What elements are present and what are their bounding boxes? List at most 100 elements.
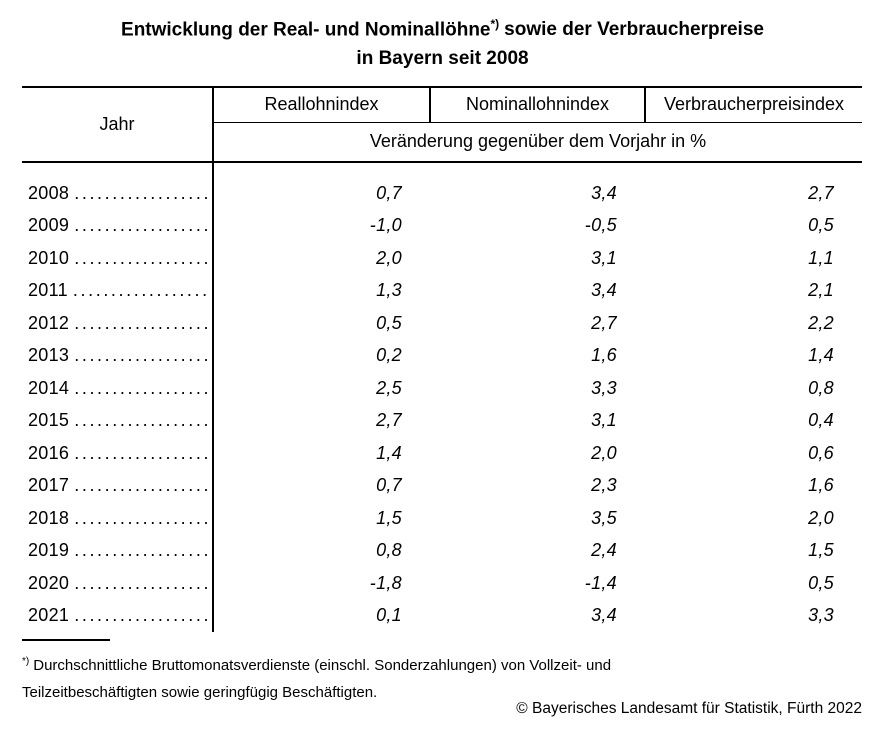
value-reallohnindex: 2,7 xyxy=(376,410,402,431)
table-row: 2010 2,0 3,1 1,1 xyxy=(22,242,862,275)
dotted-leader xyxy=(74,248,208,269)
table-row: 2016 1,4 2,0 0,6 xyxy=(22,437,862,470)
value-reallohnindex: 0,7 xyxy=(376,182,402,203)
value-verbraucherpreisindex: 2,1 xyxy=(808,280,834,301)
year-cell: 2014 xyxy=(22,372,214,405)
value-verbraucherpreisindex: 2,7 xyxy=(808,182,834,203)
value-reallohnindex: 2,0 xyxy=(376,247,402,268)
year-label: 2018 xyxy=(28,507,70,528)
value-verbraucherpreisindex: 0,5 xyxy=(808,572,834,593)
table-row: 2018 1,5 3,5 2,0 xyxy=(22,502,862,535)
dotted-leader xyxy=(74,345,208,366)
column-header-verbraucherpreisindex: Verbraucherpreisindex xyxy=(645,87,862,123)
table-row: 2021 0,1 3,4 3,3 xyxy=(22,599,862,632)
year-cell: 2020 xyxy=(22,567,214,600)
value-nominallohnindex: -1,4 xyxy=(584,572,617,593)
value-reallohnindex: 0,2 xyxy=(376,345,402,366)
year-cell: 2009 xyxy=(22,209,214,242)
value-reallohnindex: 2,5 xyxy=(376,377,402,398)
year-label: 2008 xyxy=(28,182,70,203)
value-verbraucherpreisindex: 0,8 xyxy=(808,377,834,398)
dotted-leader xyxy=(74,378,208,399)
value-nominallohnindex: 3,3 xyxy=(591,377,617,398)
year-label: 2017 xyxy=(28,475,70,496)
value-verbraucherpreisindex: 0,5 xyxy=(808,215,834,236)
year-label: 2009 xyxy=(28,215,70,236)
column-header-reallohnindex: Reallohnindex xyxy=(213,87,431,123)
value-verbraucherpreisindex: 1,5 xyxy=(808,540,834,561)
table-header: Jahr Reallohnindex Nominallohnindex Verb… xyxy=(22,87,862,163)
value-reallohnindex: 1,4 xyxy=(376,442,402,463)
year-label: 2013 xyxy=(28,345,70,366)
value-verbraucherpreisindex: 1,4 xyxy=(808,345,834,366)
value-nominallohnindex: 3,5 xyxy=(591,507,617,528)
footnote-marker: *) xyxy=(22,656,30,667)
table-row: 2017 0,7 2,3 1,6 xyxy=(22,469,862,502)
value-nominallohnindex: 3,4 xyxy=(591,605,617,626)
column-header-nominallohnindex: Nominallohnindex xyxy=(430,87,646,123)
value-verbraucherpreisindex: 1,1 xyxy=(808,247,834,268)
value-nominallohnindex: 1,6 xyxy=(591,345,617,366)
year-cell: 2012 xyxy=(22,307,214,340)
value-verbraucherpreisindex: 2,0 xyxy=(808,507,834,528)
footnote-line1: *) Durchschnittliche Bruttomonatsverdiens… xyxy=(22,649,722,680)
value-reallohnindex: 0,1 xyxy=(376,605,402,626)
table-row: 2013 0,2 1,6 1,4 xyxy=(22,339,862,372)
table-row: 2009 -1,0 -0,5 0,5 xyxy=(22,209,862,242)
year-cell: 2017 xyxy=(22,469,214,502)
dotted-leader xyxy=(74,605,208,626)
table-body: 2008 0,7 3,4 2,7 2009 -1,0 -0,5 0,5 2010… xyxy=(22,162,862,632)
value-nominallohnindex: 2,4 xyxy=(591,540,617,561)
year-label: 2010 xyxy=(28,247,70,268)
value-nominallohnindex: 3,1 xyxy=(591,247,617,268)
value-reallohnindex: 0,7 xyxy=(376,475,402,496)
value-verbraucherpreisindex: 1,6 xyxy=(808,475,834,496)
title-line1: Entwicklung der Real- und Nominallöhne*)… xyxy=(0,10,885,44)
page-title: Entwicklung der Real- und Nominallöhne*)… xyxy=(0,10,885,73)
table-row: 2008 0,7 3,4 2,7 xyxy=(22,177,862,210)
year-label: 2016 xyxy=(28,442,70,463)
year-column-header: Jahr xyxy=(22,87,214,163)
dotted-leader xyxy=(74,183,208,204)
year-cell: 2010 xyxy=(22,242,214,275)
value-nominallohnindex: 2,0 xyxy=(591,442,617,463)
value-verbraucherpreisindex: 0,4 xyxy=(808,410,834,431)
footnote-line1-text: Durchschnittliche Bruttomonatsverdienste… xyxy=(33,657,612,674)
year-label: 2014 xyxy=(28,377,70,398)
year-cell: 2011 xyxy=(22,274,214,307)
title-line1-cont: sowie der Verbraucherpreise xyxy=(504,19,764,41)
year-label: 2021 xyxy=(28,605,70,626)
footnote: *) Durchschnittliche Bruttomonatsverdiens… xyxy=(22,649,722,706)
subheader-change-vs-previous-year: Veränderung gegenüber dem Vorjahr in % xyxy=(213,122,862,163)
value-nominallohnindex: 3,4 xyxy=(591,280,617,301)
wage-table: Jahr Reallohnindex Nominallohnindex Verb… xyxy=(22,86,862,632)
year-label: 2015 xyxy=(28,410,70,431)
year-label: 2011 xyxy=(28,280,68,301)
dotted-leader xyxy=(74,573,208,594)
year-cell: 2013 xyxy=(22,339,214,372)
year-cell: 2021 xyxy=(22,599,214,632)
table-row: 2019 0,8 2,4 1,5 xyxy=(22,534,862,567)
value-nominallohnindex: -0,5 xyxy=(584,215,617,236)
value-reallohnindex: -1,0 xyxy=(369,215,402,236)
value-verbraucherpreisindex: 2,2 xyxy=(808,312,834,333)
value-nominallohnindex: 2,7 xyxy=(591,312,617,333)
table-row: 2011 1,3 3,4 2,1 xyxy=(22,274,862,307)
value-nominallohnindex: 3,4 xyxy=(591,182,617,203)
footnote-separator-rule xyxy=(22,639,110,641)
dotted-leader xyxy=(73,280,208,301)
dotted-leader xyxy=(74,508,208,529)
title-line1-text: Entwicklung der Real- und Nominallöhne xyxy=(121,19,491,41)
year-cell: 2018 xyxy=(22,502,214,535)
value-reallohnindex: -1,8 xyxy=(369,572,402,593)
spacer-row xyxy=(22,162,862,177)
value-verbraucherpreisindex: 0,6 xyxy=(808,442,834,463)
year-cell: 2015 xyxy=(22,404,214,437)
dotted-leader xyxy=(74,215,208,236)
value-verbraucherpreisindex: 3,3 xyxy=(808,605,834,626)
header-row-subheader: Veränderung gegenüber dem Vorjahr in % xyxy=(22,122,862,163)
dotted-leader xyxy=(74,410,208,431)
year-label: 2012 xyxy=(28,312,70,333)
wage-table-container: Jahr Reallohnindex Nominallohnindex Verb… xyxy=(22,86,862,632)
